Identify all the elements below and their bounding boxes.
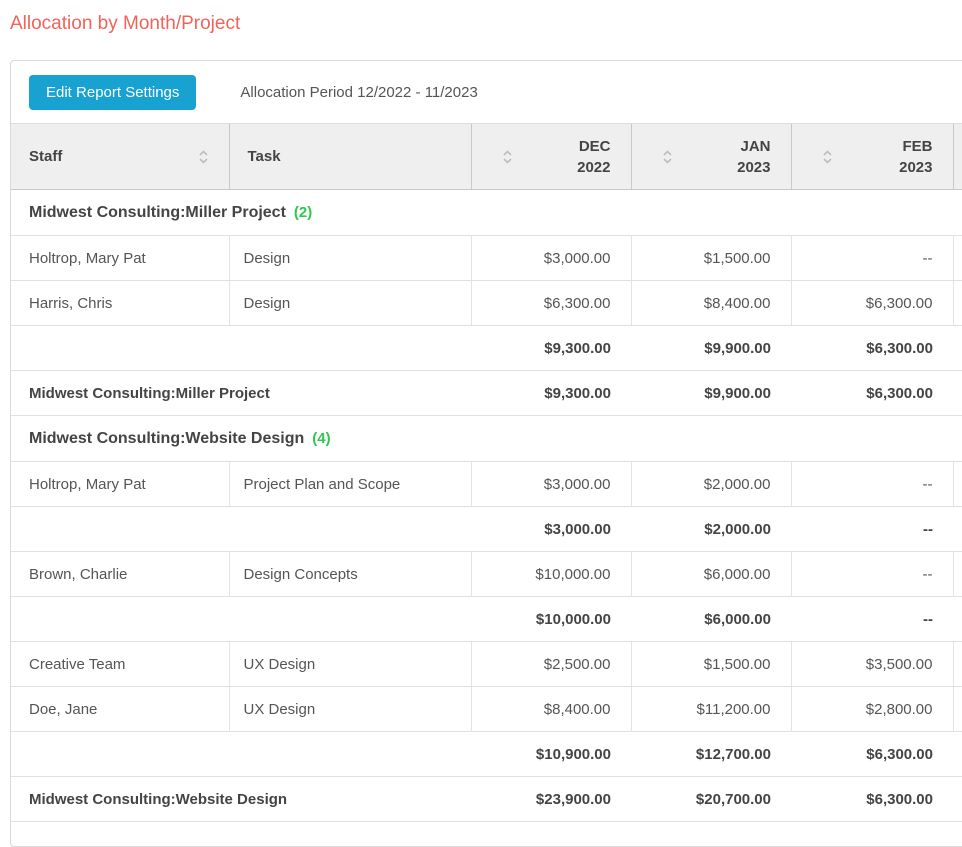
task-cell: UX Design — [228, 641, 471, 687]
amount-cell: $1,500.00 — [630, 641, 791, 687]
column-header-task: Task — [228, 123, 471, 190]
task-cell: UX Design — [228, 686, 471, 732]
total-amount-cell: $6,300.00 — [791, 370, 953, 416]
stub-cell — [952, 235, 962, 281]
stub-cell — [952, 461, 962, 507]
amount-cell: $1,500.00 — [630, 235, 791, 281]
staff-cell: Brown, Charlie — [11, 551, 229, 597]
subtotal-amount-cell: $9,300.00 — [471, 325, 631, 371]
subtotal-amount-cell: $12,700.00 — [631, 731, 791, 777]
amount-cell: $2,800.00 — [790, 686, 953, 732]
table-row: Creative Team UX Design $2,500.00 $1,500.00… — [11, 641, 962, 687]
subtotal-amount-cell: $9,900.00 — [631, 325, 791, 371]
amount-cell: $6,300.00 — [790, 280, 953, 326]
subtotal-amount-cell: $6,000.00 — [631, 596, 791, 642]
amount-cell: $2,000.00 — [630, 461, 791, 507]
amount-cell: $11,200.00 — [630, 686, 791, 732]
subtotal-amount-cell: $3,000.00 — [471, 506, 631, 552]
subtotal-row: $10,000.00 $6,000.00 -- — [11, 596, 962, 642]
column-header-dec[interactable]: DEC 2022 — [470, 123, 631, 190]
edit-report-settings-button[interactable]: Edit Report Settings — [29, 74, 197, 110]
task-cell: Design — [228, 280, 471, 326]
subtotal-amount-cell: $6,300.00 — [791, 325, 953, 371]
amount-cell: $6,000.00 — [630, 551, 791, 597]
table-row: Doe, Jane UX Design $8,400.00 $11,200.00 $2,… — [11, 686, 962, 732]
page-title: Allocation by Month/Project — [10, 13, 241, 34]
sort-icon — [502, 149, 513, 165]
group-header-row: Midwest Consulting:Miller Project (2) — [11, 189, 962, 236]
staff-cell: Doe, Jane — [11, 686, 229, 732]
report-panel: Edit Report Settings Allocation Period 1… — [10, 60, 962, 847]
total-amount-cell: $20,700.00 — [631, 776, 791, 822]
column-header-staff[interactable]: Staff — [11, 123, 229, 190]
report-toolbar: Edit Report Settings Allocation Period 1… — [11, 61, 962, 123]
group-header-row: Midwest Consulting:Website Design (4) — [11, 415, 962, 462]
sort-icon — [198, 149, 209, 165]
allocation-table: Staff Task DEC 2022 JAN 2023 FEB 2023 Midwest C… — [11, 123, 962, 822]
staff-cell: Holtrop, Mary Pat — [11, 235, 229, 281]
subtotal-amount-cell: -- — [791, 506, 953, 552]
amount-cell: $2,500.00 — [470, 641, 631, 687]
project-group-name: Midwest Consulting:Website Design — [29, 429, 305, 447]
task-cell: Project Plan and Scope — [228, 461, 471, 507]
column-header-next-stub — [952, 123, 962, 190]
project-total-row: Midwest Consulting:Website Design $23,900… — [11, 776, 962, 822]
project-total-row: Midwest Consulting:Miller Project $9,300.… — [11, 370, 962, 416]
subtotal-row: $9,300.00 $9,900.00 $6,300.00 — [11, 325, 962, 371]
sort-icon — [822, 149, 833, 165]
staff-cell: Holtrop, Mary Pat — [11, 461, 229, 507]
allocation-period-label: Allocation Period 12/2022 - 11/2023 — [240, 83, 478, 101]
staff-cell: Harris, Chris — [11, 280, 229, 326]
subtotal-row: $10,900.00 $12,700.00 $6,300.00 — [11, 731, 962, 777]
table-row: Holtrop, Mary Pat Project Plan and Scope $… — [11, 461, 962, 507]
stub-cell — [953, 370, 962, 416]
table-row: Harris, Chris Design $6,300.00 $8,400.00 $6,… — [11, 280, 962, 326]
table-header-row: Staff Task DEC 2022 JAN 2023 FEB 2023 — [11, 123, 962, 190]
table-row: Brown, Charlie Design Concepts $10,000.00 $… — [11, 551, 962, 597]
subtotal-amount-cell: -- — [791, 596, 953, 642]
stub-cell — [953, 776, 962, 822]
amount-cell: $3,000.00 — [470, 235, 631, 281]
amount-cell: $3,500.00 — [790, 641, 953, 687]
amount-cell: $10,000.00 — [470, 551, 631, 597]
column-header-jan[interactable]: JAN 2023 — [630, 123, 791, 190]
project-total-name: Midwest Consulting:Website Design — [11, 776, 471, 822]
amount-cell: $8,400.00 — [470, 686, 631, 732]
amount-cell: $8,400.00 — [630, 280, 791, 326]
stub-cell — [952, 686, 962, 732]
amount-cell: $3,000.00 — [470, 461, 631, 507]
stub-cell — [952, 551, 962, 597]
amount-cell: -- — [790, 235, 953, 281]
staff-cell: Creative Team — [11, 641, 229, 687]
column-header-feb[interactable]: FEB 2023 — [790, 123, 953, 190]
total-amount-cell: $9,900.00 — [631, 370, 791, 416]
stub-cell — [953, 325, 962, 371]
subtotal-amount-cell: $2,000.00 — [631, 506, 791, 552]
subtotal-row: $3,000.00 $2,000.00 -- — [11, 506, 962, 552]
project-group-name: Midwest Consulting:Miller Project — [29, 203, 286, 221]
subtotal-amount-cell: $10,900.00 — [471, 731, 631, 777]
table-row: Holtrop, Mary Pat Design $3,000.00 $1,500.0… — [11, 235, 962, 281]
project-group-count: (2) — [293, 203, 313, 221]
amount-cell: -- — [790, 551, 953, 597]
stub-cell — [952, 641, 962, 687]
subtotal-amount-cell: $10,000.00 — [471, 596, 631, 642]
total-amount-cell: $9,300.00 — [471, 370, 631, 416]
stub-cell — [953, 596, 962, 642]
project-group-count: (4) — [312, 429, 331, 447]
sort-icon — [662, 149, 673, 165]
total-amount-cell: $6,300.00 — [791, 776, 953, 822]
stub-cell — [952, 280, 962, 326]
total-amount-cell: $23,900.00 — [471, 776, 631, 822]
subtotal-amount-cell: $6,300.00 — [791, 731, 953, 777]
task-cell: Design Concepts — [228, 551, 471, 597]
project-total-name: Midwest Consulting:Miller Project — [11, 370, 471, 416]
amount-cell: -- — [790, 461, 953, 507]
stub-cell — [953, 506, 962, 552]
amount-cell: $6,300.00 — [470, 280, 631, 326]
stub-cell — [953, 731, 962, 777]
task-cell: Design — [228, 235, 471, 281]
